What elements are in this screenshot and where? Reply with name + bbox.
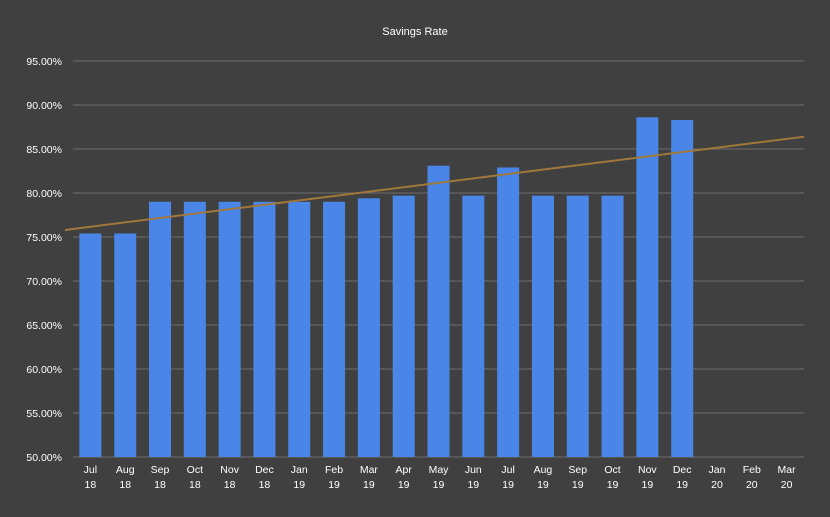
bar bbox=[636, 117, 659, 457]
chart-title: Savings Rate bbox=[382, 26, 447, 38]
bar bbox=[288, 201, 311, 457]
x-tick-label: Mar 20 bbox=[778, 464, 797, 491]
bar bbox=[79, 233, 102, 457]
y-tick-label: 75.00% bbox=[26, 232, 62, 244]
x-tick-label: Feb 20 bbox=[743, 464, 761, 491]
x-tick-label: Nov 19 bbox=[638, 464, 657, 491]
bar bbox=[357, 198, 380, 457]
x-tick-label: Oct 18 bbox=[187, 464, 203, 491]
bar bbox=[392, 195, 415, 457]
y-tick-label: 70.00% bbox=[26, 276, 62, 288]
y-tick-label: 85.00% bbox=[26, 144, 62, 156]
y-tick-label: 55.00% bbox=[26, 408, 62, 420]
x-tick-label: Apr 19 bbox=[396, 464, 413, 491]
y-tick-label: 65.00% bbox=[26, 320, 62, 332]
trendline-layer bbox=[64, 135, 805, 231]
bar bbox=[462, 195, 485, 457]
trendline bbox=[64, 135, 805, 231]
bar bbox=[149, 201, 172, 457]
bar bbox=[183, 201, 206, 457]
bar bbox=[253, 201, 276, 457]
y-tick-label: 80.00% bbox=[26, 188, 62, 200]
x-tick-label: Jun 19 bbox=[465, 464, 482, 491]
x-tick-label: Mar 19 bbox=[360, 464, 379, 491]
y-tick-label: 60.00% bbox=[26, 364, 62, 376]
x-tick-label: Jan 19 bbox=[291, 464, 308, 491]
x-tick-label: Jul 18 bbox=[84, 464, 97, 491]
bar bbox=[323, 201, 346, 457]
x-tick-label: Aug 19 bbox=[534, 464, 553, 491]
x-tick-label: Dec 18 bbox=[255, 464, 274, 491]
x-tick-label: Jan 20 bbox=[709, 464, 726, 491]
bar bbox=[531, 195, 554, 457]
x-tick-label: Nov 18 bbox=[220, 464, 239, 491]
x-tick-label: Aug 18 bbox=[116, 464, 135, 491]
bar bbox=[427, 165, 450, 457]
x-tick-label: Dec 19 bbox=[673, 464, 692, 491]
y-axis-ticks: 50.00% 55.00% 60.00% 65.00% 70.00% 75.00% 80.0… bbox=[26, 56, 62, 464]
x-tick-label: Jul 19 bbox=[501, 464, 514, 491]
bar bbox=[671, 119, 694, 458]
bar bbox=[601, 195, 624, 457]
x-tick-label: May 19 bbox=[429, 464, 450, 491]
y-tick-label: 90.00% bbox=[26, 100, 62, 112]
x-tick-label: Oct 19 bbox=[604, 464, 620, 491]
bar bbox=[218, 201, 241, 457]
bar bbox=[497, 167, 520, 458]
x-tick-label: Sep 19 bbox=[568, 464, 587, 491]
bar bbox=[114, 233, 137, 457]
bar bbox=[566, 195, 589, 457]
x-tick-label: Feb 19 bbox=[325, 464, 343, 491]
bars bbox=[79, 117, 694, 458]
y-tick-label: 50.00% bbox=[26, 452, 62, 464]
y-tick-label: 95.00% bbox=[26, 56, 62, 68]
x-axis-ticks: Jul 18 Aug 18 Sep 18 Oct 18 Nov 18 Dec 18 Jan 19 Feb 19… bbox=[84, 464, 796, 491]
x-tick-label: Sep 18 bbox=[151, 464, 170, 491]
